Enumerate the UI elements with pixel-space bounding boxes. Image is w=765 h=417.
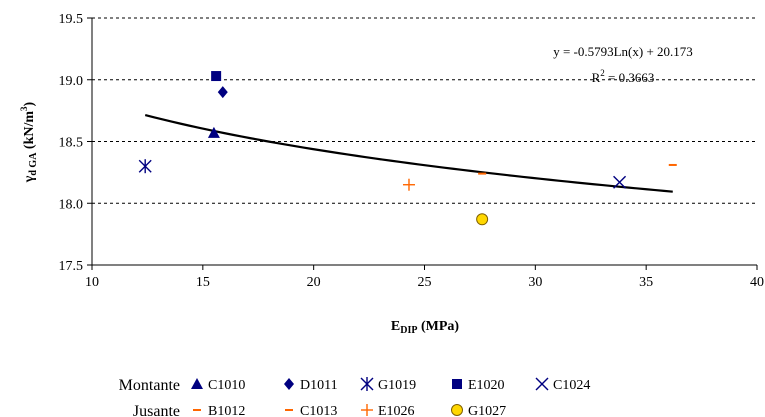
legend-label-d1011: D1011 [300, 378, 338, 393]
legend-marker-c1010 [191, 378, 203, 389]
x-tick-label: 25 [418, 275, 432, 290]
data-point-e1026 [402, 178, 415, 191]
trendline [144, 113, 673, 193]
trend-equation: y = -0.5793Ln(x) + 20.173 [553, 44, 693, 59]
legend-label-b1012: B1012 [208, 404, 245, 417]
data-point-d1011 [217, 86, 228, 99]
trend-r-squared: R2 = 0.3663 [592, 68, 655, 85]
legend-marker-e1020 [452, 379, 462, 389]
y-tick-label: 19.0 [59, 74, 84, 89]
x-tick-label: 35 [639, 275, 653, 290]
x-tick-label: 15 [196, 275, 210, 290]
data-point-c1024 [613, 175, 627, 189]
x-tick-label: 40 [750, 275, 764, 290]
data-point-g1019 [138, 159, 152, 174]
legend-label-c1024: C1024 [553, 378, 590, 393]
data-point-c1010 [207, 126, 220, 138]
legend-group-label: Montante [119, 377, 180, 394]
legend-label-c1013: C1013 [300, 404, 337, 417]
legend-marker-g1027 [451, 404, 463, 416]
y-tick-label: 19.5 [59, 12, 84, 27]
legend-label-e1026: E1026 [378, 404, 415, 417]
legend-label-e1020: E1020 [468, 378, 505, 393]
y-tick-label: 18.5 [59, 136, 84, 151]
data-points [138, 71, 677, 226]
legend-marker-e1026 [361, 404, 373, 416]
y-tick-label: 18.0 [59, 197, 84, 212]
ticks: 17.5 18.0 18.5 19.0 19.5 10 15 20 25 30 35 40 [59, 12, 765, 290]
data-point-e1020 [211, 71, 222, 82]
grid [92, 17, 757, 204]
x-tick-label: 30 [528, 275, 542, 290]
legend-group-label: Jusante [133, 403, 180, 417]
legend-marker-d1011 [284, 378, 294, 390]
trendline-path [144, 113, 673, 193]
legend-label-c1010: C1010 [208, 378, 245, 393]
y-tick-label: 17.5 [59, 259, 84, 274]
legend-label-g1019: G1019 [378, 378, 416, 393]
legend-marker-g1019 [360, 377, 374, 391]
legend-marker-c1024 [535, 377, 549, 391]
data-point-g1027 [476, 213, 489, 226]
x-tick-label: 10 [85, 275, 99, 290]
legend-label-g1027: G1027 [468, 404, 506, 417]
legend: Montante C1010 D1011 G1019 E1020 C1024 Jusante… [119, 377, 590, 417]
y-axis-title: γd GA (kN/m3) [19, 101, 39, 183]
x-tick-label: 20 [307, 275, 321, 290]
x-axis-title: EDIP (MPa) [391, 319, 460, 336]
